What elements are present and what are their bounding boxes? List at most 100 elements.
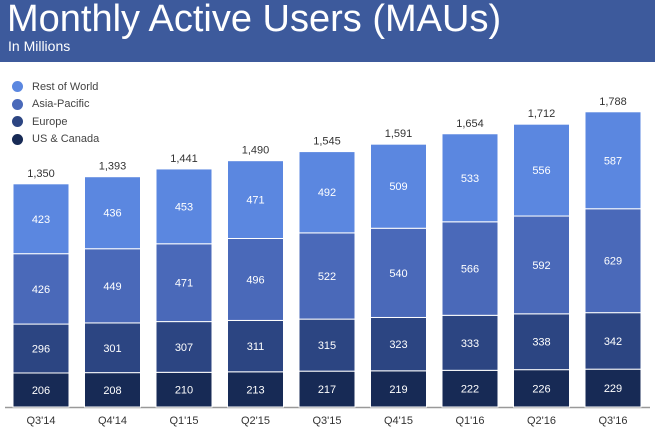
legend-item: Asia-Pacific — [12, 96, 99, 114]
data-label: 301 — [103, 343, 121, 355]
total-label: 1,350 — [27, 168, 55, 180]
page-title: Monthly Active Users (MAUs) — [7, 0, 502, 40]
bar-segment — [12, 253, 70, 325]
bar-segment — [584, 312, 642, 370]
page-subtitle: In Millions — [8, 38, 71, 54]
bar-segment — [370, 316, 427, 372]
legend-label: Asia-Pacific — [32, 98, 90, 111]
legend-swatch — [12, 81, 23, 93]
bar-segment — [441, 369, 499, 408]
total-label: 1,393 — [99, 161, 127, 173]
bar-segment — [12, 323, 70, 374]
data-label: 492 — [318, 187, 336, 199]
bar-segment — [513, 215, 570, 315]
legend: Rest of World Asia-Pacific Europe US & Cana… — [12, 78, 99, 148]
data-label: 296 — [32, 344, 50, 356]
bar-segment — [227, 237, 284, 321]
total-label: 1,591 — [385, 128, 413, 140]
bar-segment — [370, 227, 427, 318]
data-label: 533 — [461, 173, 479, 185]
data-label: 629 — [604, 256, 622, 268]
total-label: 1,712 — [528, 108, 556, 120]
total-label: 1,490 — [242, 145, 270, 157]
data-label: 436 — [103, 208, 121, 220]
x-tick-label: Q1'15 — [169, 415, 198, 427]
total-label: 1,654 — [456, 118, 484, 130]
header-banner: Monthly Active Users (MAUs) In Millions — [0, 0, 655, 62]
bar-segment — [441, 221, 499, 316]
data-label: 213 — [246, 384, 264, 396]
x-tick-label: Q4'14 — [98, 415, 127, 427]
bar-segment — [584, 368, 642, 408]
bar-segment — [84, 176, 141, 250]
bar-segment — [584, 208, 642, 314]
bar-segment — [370, 370, 427, 408]
total-label: 1,441 — [170, 153, 198, 165]
bar-segment — [298, 232, 356, 320]
data-label: 323 — [389, 339, 407, 351]
x-tick-label: Q1'16 — [455, 415, 484, 427]
bar-segment — [298, 151, 356, 234]
x-tick-label: Q3'15 — [312, 415, 341, 427]
legend-swatch — [12, 116, 23, 128]
data-label: 208 — [103, 385, 121, 397]
bar-segment — [298, 370, 356, 408]
legend-item: US & Canada — [12, 131, 99, 149]
bar-segment — [298, 318, 356, 372]
data-label: 471 — [175, 278, 193, 290]
bar-segment — [513, 123, 570, 217]
bar-segment — [155, 321, 213, 373]
data-label: 217 — [318, 384, 336, 396]
data-label: 226 — [532, 383, 550, 395]
data-label: 206 — [32, 385, 50, 397]
data-label: 509 — [389, 181, 407, 193]
data-label: 338 — [532, 337, 550, 349]
data-label: 540 — [389, 268, 407, 280]
x-tick-label: Q2'16 — [527, 415, 556, 427]
bar-segment — [584, 111, 642, 210]
data-label: 592 — [532, 260, 550, 272]
data-label: 453 — [175, 201, 193, 213]
legend-label: Rest of World — [32, 80, 99, 93]
data-label: 522 — [318, 271, 336, 283]
total-label: 1,545 — [313, 136, 341, 148]
legend-label: Europe — [32, 115, 68, 128]
legend-swatch — [12, 133, 23, 145]
data-label: 556 — [532, 165, 550, 177]
bar-segment — [441, 133, 499, 223]
bar-segment — [155, 371, 213, 408]
total-label: 1,788 — [599, 96, 627, 108]
legend-item: Rest of World — [12, 78, 99, 96]
data-label: 210 — [175, 385, 193, 397]
bar-segment — [227, 160, 284, 239]
data-label: 333 — [461, 338, 479, 350]
bar-segment — [84, 322, 141, 374]
data-label: 229 — [604, 383, 622, 395]
x-tick-label: Q4'15 — [384, 415, 413, 427]
data-label: 423 — [32, 214, 50, 226]
x-tick-label: Q2'15 — [241, 415, 270, 427]
data-label: 496 — [246, 274, 264, 286]
bar-segment — [84, 248, 141, 324]
x-tick-label: Q3'14 — [26, 415, 55, 427]
data-label: 566 — [461, 264, 479, 276]
legend-item: Europe — [12, 113, 99, 131]
data-label: 471 — [246, 195, 264, 207]
x-tick-label: Q3'16 — [598, 415, 627, 427]
legend-label: US & Canada — [32, 133, 100, 146]
data-label: 449 — [103, 281, 121, 293]
bar-segment — [12, 183, 70, 255]
data-label: 587 — [604, 155, 622, 167]
data-label: 222 — [461, 384, 479, 396]
data-label: 311 — [247, 341, 265, 353]
legend-swatch — [12, 98, 23, 110]
bar-segment — [12, 372, 70, 408]
data-label: 315 — [318, 340, 336, 352]
data-label: 219 — [389, 384, 407, 396]
bar-segment — [155, 168, 213, 245]
bar-segment — [370, 143, 427, 229]
data-label: 342 — [604, 336, 622, 348]
data-label: 307 — [175, 342, 193, 354]
bar-segment — [441, 314, 499, 371]
